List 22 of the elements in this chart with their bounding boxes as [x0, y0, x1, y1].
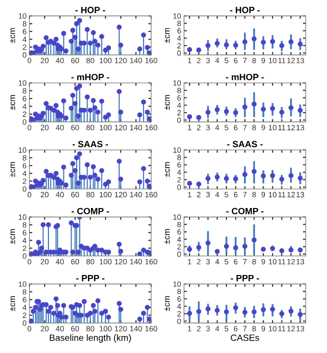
y-axis-title: ±cm	[164, 229, 170, 244]
y-axis-title: ±cm	[164, 296, 170, 312]
x-axis-title: Baseline length (km)	[50, 334, 131, 343]
y-axis-title: ±cm	[164, 28, 170, 43]
y-axis-title: ±cm	[164, 162, 170, 178]
chart-title: - COMP -	[72, 208, 109, 214]
chart-title: - mHOP -	[226, 74, 264, 80]
y-axis-title: ±cm	[10, 28, 16, 43]
chart-title: - COMP -	[226, 208, 264, 214]
y-axis-title: ±cm	[10, 95, 16, 110]
chart-title: - HOP -	[75, 6, 106, 14]
chart-title: - SAAS -	[72, 140, 108, 148]
chart-title: - SAAS -	[227, 140, 263, 148]
x-axis-title: CASEs	[230, 334, 260, 341]
y-axis-title: ±cm	[10, 296, 16, 312]
chart-title: - mHOP -	[71, 74, 110, 80]
chart-title: - PPP -	[76, 275, 104, 282]
chart-title: - PPP -	[230, 275, 259, 282]
y-axis-title: ±cm	[10, 229, 16, 244]
y-axis-title: ±cm	[10, 162, 16, 178]
y-axis-title: ±cm	[164, 95, 170, 110]
chart-title: - HOP -	[230, 6, 260, 14]
